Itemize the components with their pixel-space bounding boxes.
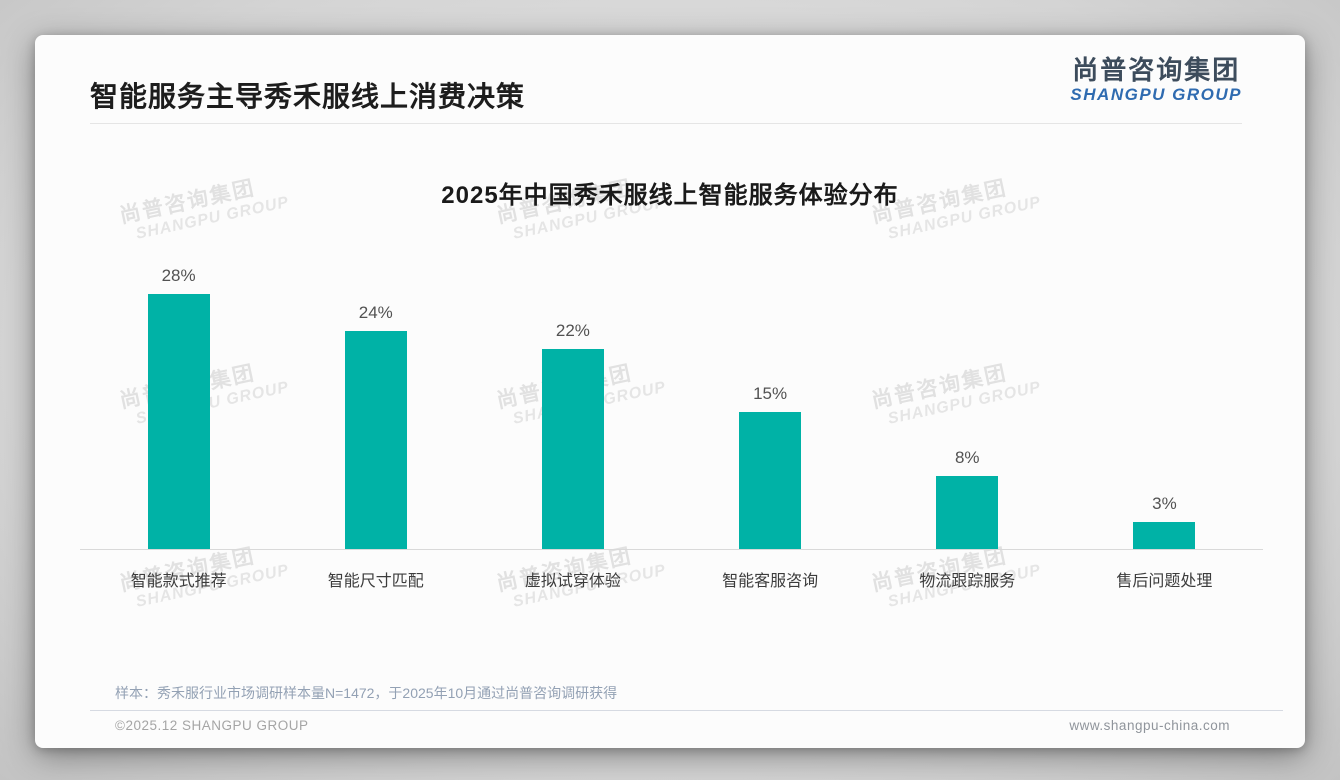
bar <box>344 331 407 549</box>
bar <box>1133 522 1196 549</box>
x-axis-label: 智能款式推荐 <box>130 573 227 590</box>
x-axis-label: 智能尺寸匹配 <box>327 573 424 590</box>
bar <box>739 412 802 549</box>
page-title: 智能服务主导秀禾服线上消费决策 <box>90 81 526 112</box>
bar-value-label: 28% <box>161 266 196 285</box>
header-divider <box>90 123 1242 124</box>
bar-value-label: 8% <box>954 448 980 467</box>
logo-text-en: SHANGPU GROUP <box>1070 84 1242 104</box>
footer-copyright: ©2025.12 SHANGPU GROUP <box>115 718 309 733</box>
bar <box>541 349 604 549</box>
x-axis-label: 物流跟踪服务 <box>919 573 1016 590</box>
shangpu-logo: 尚普咨询集团 SHANGPU GROUP <box>1070 56 1242 104</box>
slide-card: 智能服务主导秀禾服线上消费决策 尚普咨询集团 SHANGPU GROUP 尚普咨… <box>35 35 1305 748</box>
x-axis-line <box>80 549 1263 550</box>
bar-value-label: 22% <box>555 321 590 340</box>
x-axis-label: 虚拟试穿体验 <box>524 573 621 590</box>
bar <box>147 294 210 549</box>
bar-value-label: 3% <box>1152 494 1177 513</box>
footer-website: www.shangpu-china.com <box>1069 718 1230 733</box>
logo-text-zh: 尚普咨询集团 <box>1072 55 1241 85</box>
bar-value-label: 24% <box>358 303 393 322</box>
bar <box>936 476 999 549</box>
bar-value-label: 15% <box>753 384 788 403</box>
chart-title: 2025年中国秀禾服线上智能服务体验分布 <box>441 182 899 209</box>
sample-note: 样本：秀禾服行业市场调研样本量N=1472，于2025年10月通过尚普咨询调研获… <box>115 685 618 701</box>
x-axis-label: 售后问题处理 <box>1116 573 1213 590</box>
bar-chart-plot-area: 28% 智能款式推荐 24% 智能尺寸匹配 22% 虚拟试穿体验 15% 智能客服咨询 8% 物流… <box>80 35 1263 590</box>
x-axis-label: 智能客服咨询 <box>722 573 819 590</box>
footer-divider <box>90 710 1283 711</box>
